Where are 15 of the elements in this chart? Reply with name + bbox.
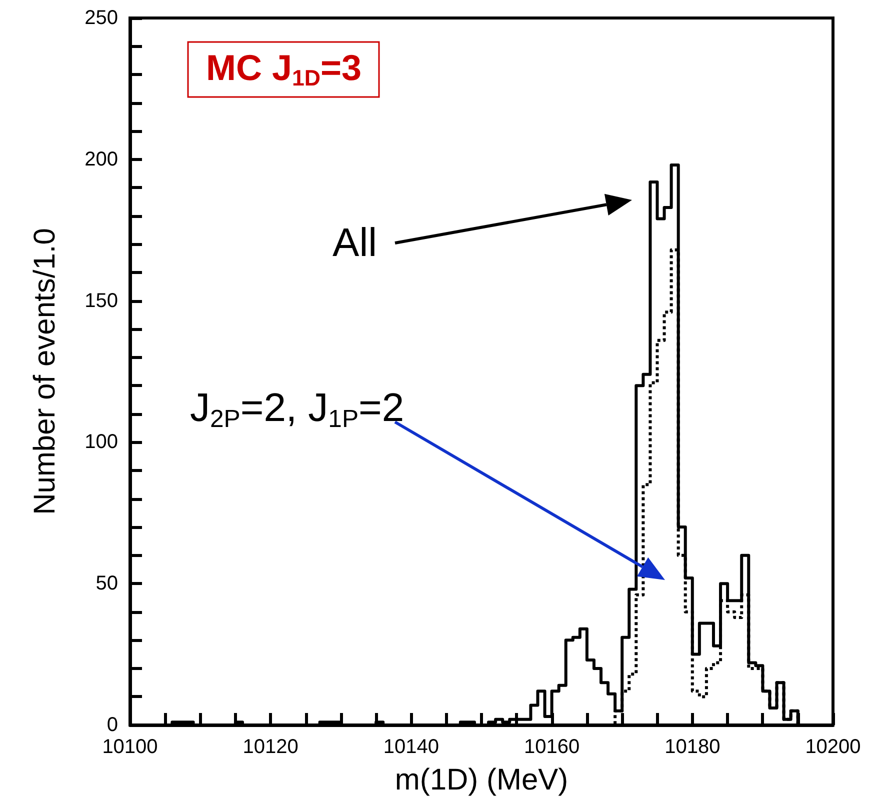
y-tick-label: 150 <box>84 290 118 312</box>
x-tick-label: 10100 <box>102 736 158 758</box>
y-tick-label: 100 <box>84 431 118 454</box>
x-tick-label: 10200 <box>805 736 861 758</box>
y-tick-label: 0 <box>106 714 118 736</box>
annotation: All <box>332 221 377 265</box>
x-tick-label: 10140 <box>383 736 440 758</box>
y-tick-label: 50 <box>96 572 118 595</box>
x-tick-label: 10120 <box>242 736 298 758</box>
y-axis-title: Number of events/1.0 <box>28 228 62 515</box>
y-tick-label: 200 <box>84 148 118 170</box>
x-tick-label: 10160 <box>524 736 580 758</box>
y-tick-label: 250 <box>84 7 118 29</box>
x-tick-label: 10180 <box>664 736 720 758</box>
x-axis-title: m(1D) (MeV) <box>394 764 568 796</box>
